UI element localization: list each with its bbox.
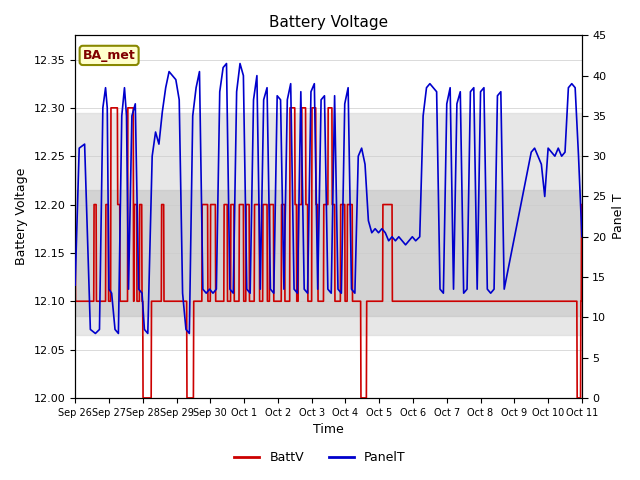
Bar — [75, 190, 582, 316]
Y-axis label: Battery Voltage: Battery Voltage — [15, 168, 28, 265]
Title: Battery Voltage: Battery Voltage — [269, 15, 388, 30]
Y-axis label: Panel T: Panel T — [612, 194, 625, 240]
Bar — [75, 113, 582, 335]
X-axis label: Time: Time — [313, 423, 344, 436]
Legend: BattV, PanelT: BattV, PanelT — [229, 446, 411, 469]
Text: BA_met: BA_met — [83, 49, 136, 62]
